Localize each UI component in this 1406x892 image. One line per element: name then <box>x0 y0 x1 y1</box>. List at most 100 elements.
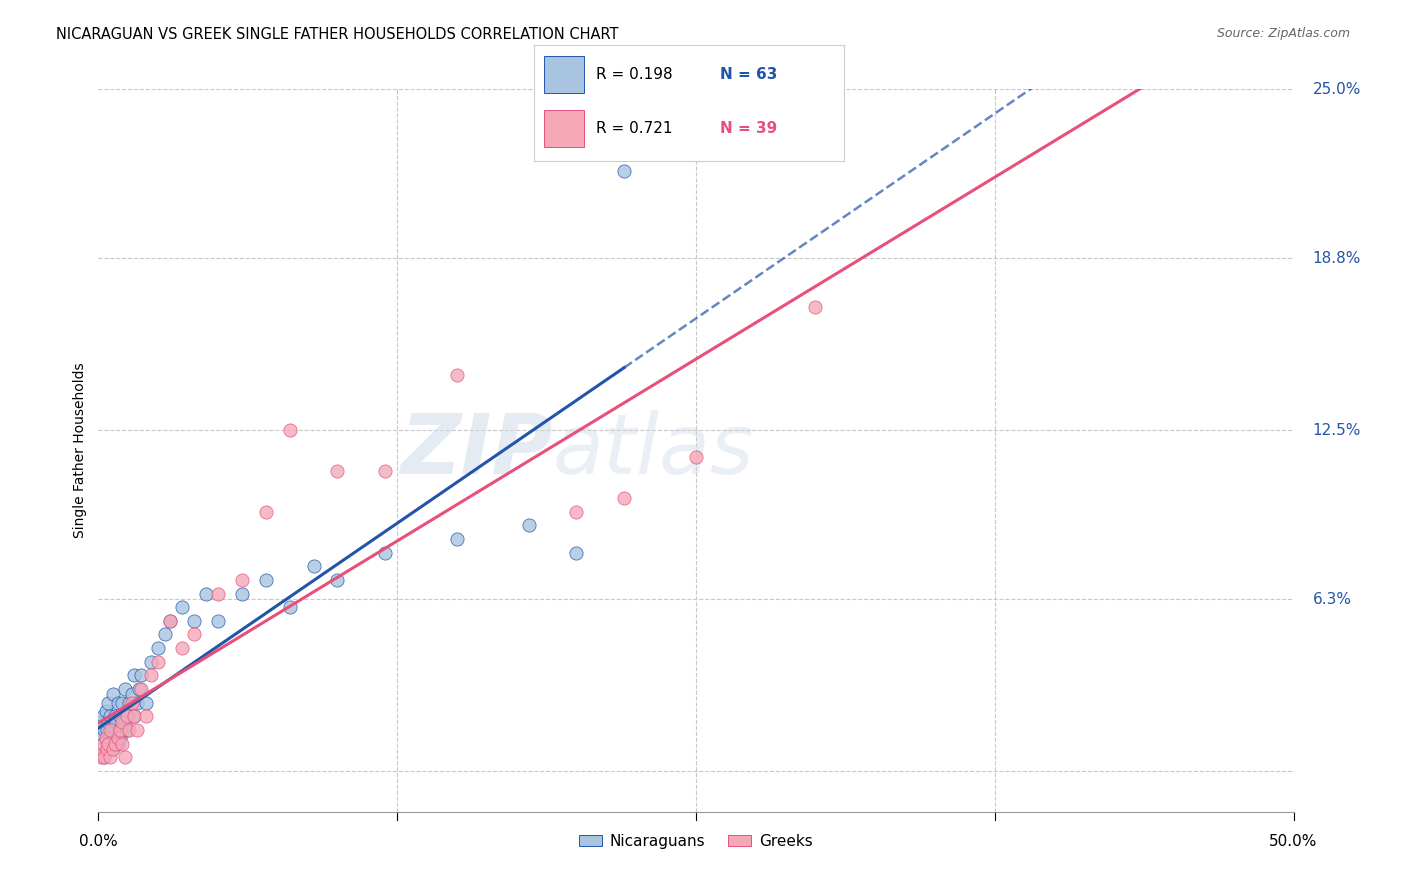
Point <box>159 614 181 628</box>
Text: R = 0.198: R = 0.198 <box>596 67 672 82</box>
Point <box>111 696 134 710</box>
Point <box>94 704 117 718</box>
Point <box>98 750 122 764</box>
Point <box>135 696 157 710</box>
Point <box>101 731 124 745</box>
Point <box>254 505 277 519</box>
Point <box>121 688 143 702</box>
Point <box>97 714 120 729</box>
Point <box>195 586 218 600</box>
Point <box>121 696 143 710</box>
Point <box>231 586 253 600</box>
Point <box>91 714 114 729</box>
Point <box>101 688 124 702</box>
Point <box>94 731 117 745</box>
Point <box>107 723 129 737</box>
Point <box>90 742 112 756</box>
Point <box>565 505 588 519</box>
Point <box>90 750 112 764</box>
Point <box>207 614 229 628</box>
Point <box>98 723 122 737</box>
Point <box>278 423 301 437</box>
Point <box>91 737 114 751</box>
Point <box>207 586 229 600</box>
Point <box>131 681 153 696</box>
Text: 0.0%: 0.0% <box>79 833 118 848</box>
Point <box>101 742 124 756</box>
Point <box>183 614 205 628</box>
Point <box>93 750 115 764</box>
Text: NICARAGUAN VS GREEK SINGLE FATHER HOUSEHOLDS CORRELATION CHART: NICARAGUAN VS GREEK SINGLE FATHER HOUSEH… <box>56 27 619 42</box>
Point <box>804 301 827 315</box>
Point <box>96 723 118 737</box>
Point <box>103 737 125 751</box>
Point <box>613 491 636 505</box>
Point <box>93 750 115 764</box>
Point <box>96 742 118 756</box>
Point <box>374 464 396 478</box>
Point <box>231 573 253 587</box>
Point <box>517 518 540 533</box>
Point <box>104 723 127 737</box>
Text: 18.8%: 18.8% <box>1313 251 1361 266</box>
Point <box>91 709 114 723</box>
Point <box>107 731 129 745</box>
Point <box>278 600 301 615</box>
Point <box>111 723 134 737</box>
Point <box>105 714 128 729</box>
Point <box>105 737 128 751</box>
Point <box>326 573 349 587</box>
Point <box>114 714 136 729</box>
Legend: Nicaraguans, Greeks: Nicaraguans, Greeks <box>574 828 818 855</box>
Point <box>98 731 121 745</box>
Point <box>93 723 115 737</box>
Point <box>139 668 162 682</box>
Point <box>115 709 138 723</box>
Point <box>125 696 148 710</box>
Point <box>90 731 112 745</box>
Point <box>114 681 136 696</box>
Point <box>100 742 122 756</box>
Point <box>374 546 396 560</box>
Point <box>98 709 122 723</box>
Y-axis label: Single Father Households: Single Father Households <box>73 363 87 538</box>
Point <box>131 668 153 682</box>
Point <box>96 742 118 756</box>
Text: 6.3%: 6.3% <box>1313 591 1351 607</box>
Point <box>97 696 120 710</box>
Point <box>118 696 141 710</box>
Point <box>91 742 114 756</box>
Text: Source: ZipAtlas.com: Source: ZipAtlas.com <box>1216 27 1350 40</box>
Text: atlas: atlas <box>553 410 754 491</box>
Point <box>172 641 194 656</box>
FancyBboxPatch shape <box>544 110 583 146</box>
FancyBboxPatch shape <box>544 56 583 94</box>
Point <box>118 723 141 737</box>
Point <box>124 709 146 723</box>
Point <box>135 709 157 723</box>
Point <box>139 655 162 669</box>
Point <box>254 573 277 587</box>
Text: ZIP: ZIP <box>399 410 553 491</box>
Point <box>100 723 122 737</box>
Point <box>159 614 181 628</box>
Point <box>172 600 194 615</box>
Point <box>446 532 468 546</box>
Point <box>98 737 122 751</box>
Point <box>107 696 129 710</box>
Point <box>685 450 707 465</box>
Point <box>108 709 131 723</box>
Point <box>107 737 129 751</box>
Point <box>111 737 134 751</box>
Point <box>124 709 146 723</box>
Point <box>155 627 177 641</box>
Point <box>97 737 120 751</box>
Point <box>302 559 325 574</box>
Point <box>91 737 114 751</box>
Point <box>613 164 636 178</box>
Text: 50.0%: 50.0% <box>1270 833 1317 848</box>
Point <box>104 737 127 751</box>
Point <box>111 714 134 729</box>
Point <box>446 368 468 383</box>
Point <box>91 737 114 751</box>
